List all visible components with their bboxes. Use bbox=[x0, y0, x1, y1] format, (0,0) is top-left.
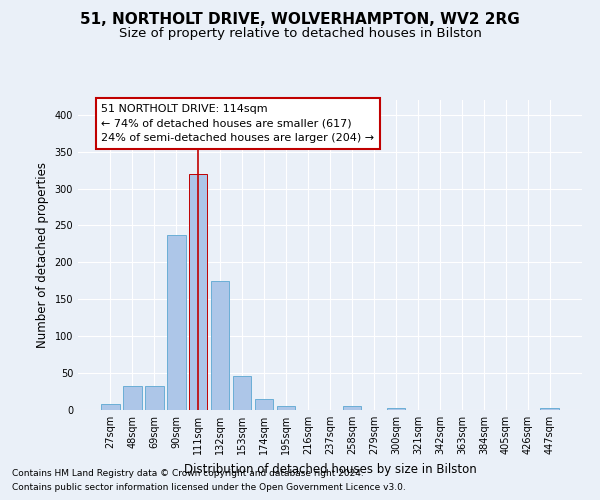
Bar bbox=[101, 404, 119, 410]
Bar bbox=[211, 281, 229, 410]
Bar bbox=[145, 386, 164, 410]
Bar bbox=[189, 174, 208, 410]
Y-axis label: Number of detached properties: Number of detached properties bbox=[36, 162, 49, 348]
Bar bbox=[386, 408, 405, 410]
Text: 51 NORTHOLT DRIVE: 114sqm
← 74% of detached houses are smaller (617)
24% of semi: 51 NORTHOLT DRIVE: 114sqm ← 74% of detac… bbox=[101, 104, 374, 144]
Bar bbox=[123, 386, 142, 410]
Bar bbox=[233, 376, 251, 410]
Bar bbox=[255, 399, 274, 410]
Text: Size of property relative to detached houses in Bilston: Size of property relative to detached ho… bbox=[119, 28, 481, 40]
Text: Contains public sector information licensed under the Open Government Licence v3: Contains public sector information licen… bbox=[12, 484, 406, 492]
Bar bbox=[343, 406, 361, 410]
Bar bbox=[277, 406, 295, 410]
Bar bbox=[541, 408, 559, 410]
X-axis label: Distribution of detached houses by size in Bilston: Distribution of detached houses by size … bbox=[184, 462, 476, 475]
Text: Contains HM Land Registry data © Crown copyright and database right 2024.: Contains HM Land Registry data © Crown c… bbox=[12, 468, 364, 477]
Text: 51, NORTHOLT DRIVE, WOLVERHAMPTON, WV2 2RG: 51, NORTHOLT DRIVE, WOLVERHAMPTON, WV2 2… bbox=[80, 12, 520, 28]
Bar bbox=[167, 235, 185, 410]
